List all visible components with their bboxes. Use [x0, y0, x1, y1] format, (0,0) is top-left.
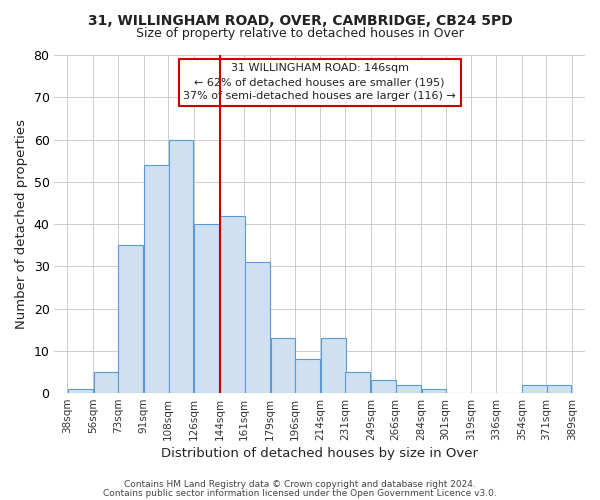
Bar	[321, 338, 346, 393]
Text: Contains public sector information licensed under the Open Government Licence v3: Contains public sector information licen…	[103, 488, 497, 498]
Bar	[194, 224, 219, 393]
Bar	[396, 384, 421, 393]
Bar	[271, 338, 295, 393]
Bar	[94, 372, 119, 393]
Text: Contains HM Land Registry data © Crown copyright and database right 2024.: Contains HM Land Registry data © Crown c…	[124, 480, 476, 489]
Bar	[346, 372, 370, 393]
Bar	[220, 216, 245, 393]
Bar	[547, 384, 571, 393]
Bar	[245, 262, 269, 393]
Bar	[371, 380, 396, 393]
Bar	[422, 389, 446, 393]
Bar	[118, 245, 143, 393]
Bar	[523, 384, 547, 393]
Bar	[169, 140, 193, 393]
Bar	[295, 360, 320, 393]
Text: 31 WILLINGHAM ROAD: 146sqm
← 62% of detached houses are smaller (195)
37% of sem: 31 WILLINGHAM ROAD: 146sqm ← 62% of deta…	[184, 64, 456, 102]
Y-axis label: Number of detached properties: Number of detached properties	[15, 119, 28, 329]
Bar	[144, 165, 169, 393]
Text: Size of property relative to detached houses in Over: Size of property relative to detached ho…	[136, 28, 464, 40]
Bar	[68, 389, 92, 393]
Text: 31, WILLINGHAM ROAD, OVER, CAMBRIDGE, CB24 5PD: 31, WILLINGHAM ROAD, OVER, CAMBRIDGE, CB…	[88, 14, 512, 28]
X-axis label: Distribution of detached houses by size in Over: Distribution of detached houses by size …	[161, 447, 478, 460]
